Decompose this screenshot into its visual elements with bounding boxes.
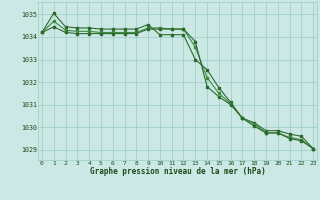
X-axis label: Graphe pression niveau de la mer (hPa): Graphe pression niveau de la mer (hPa) [90,167,266,176]
